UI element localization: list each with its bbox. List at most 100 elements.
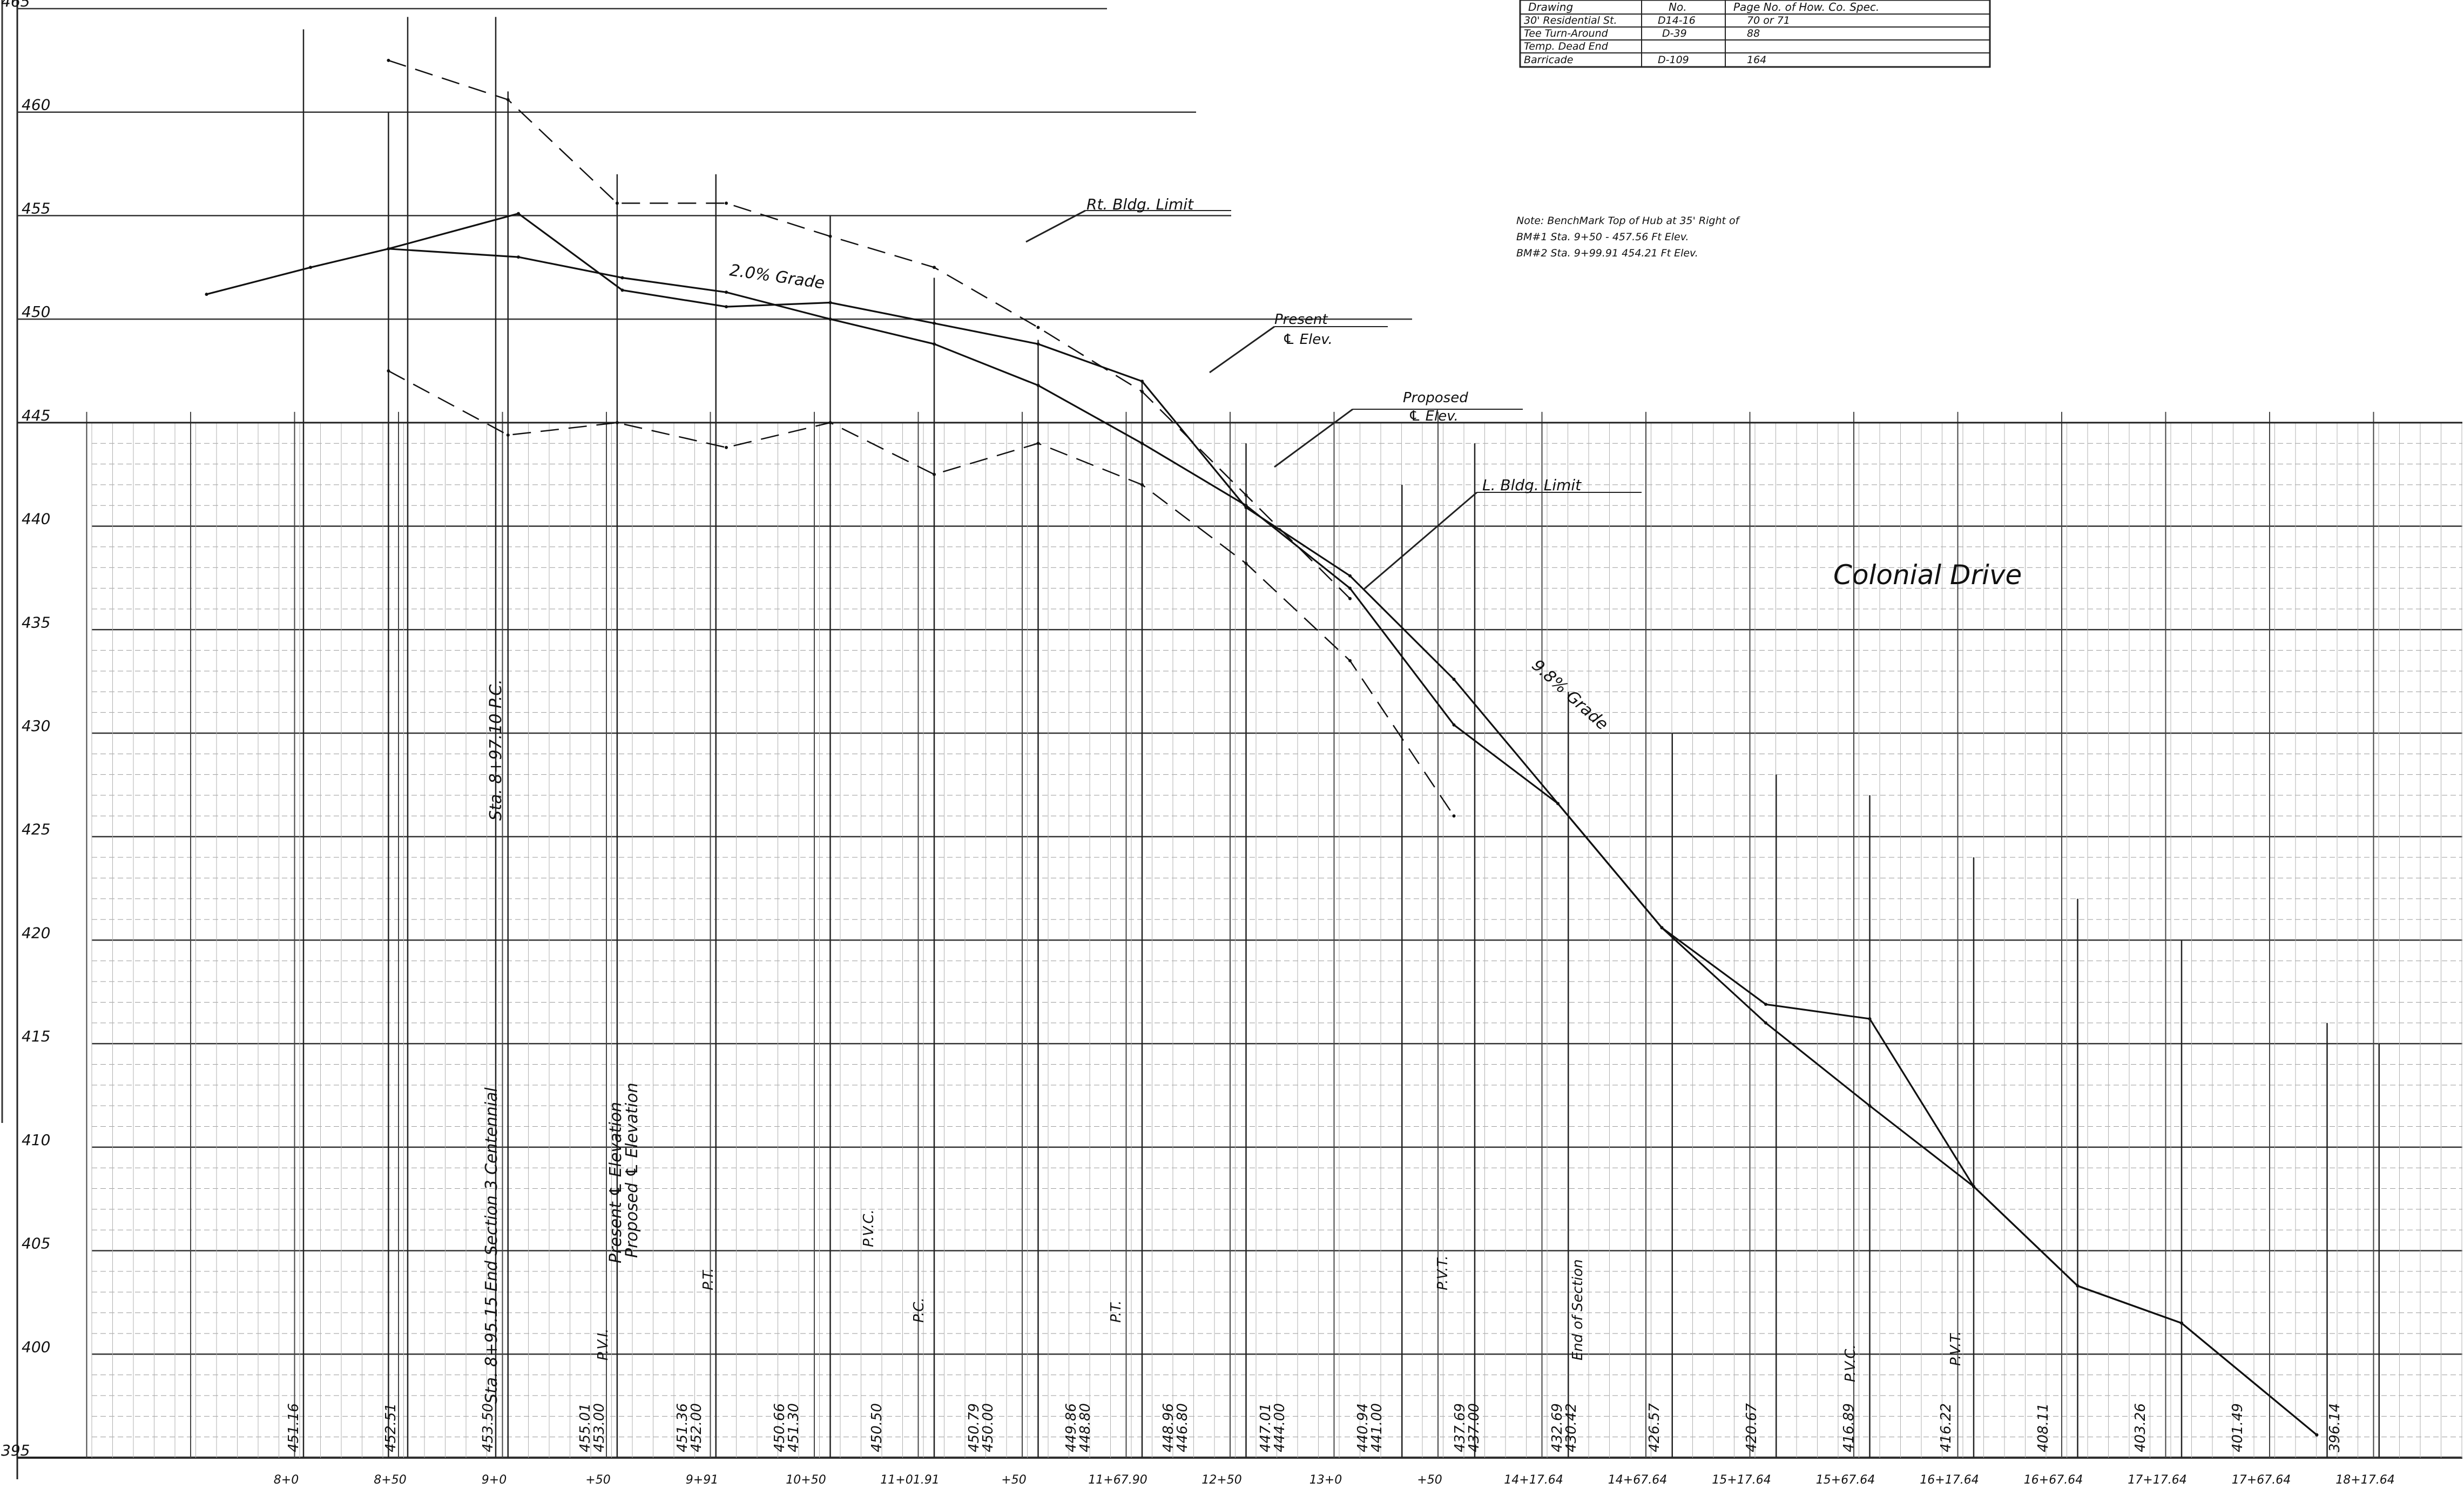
spec-row-4-no: D-109 xyxy=(1658,54,1689,66)
spec-table: Drawing No. Page No. of How. Co. Spec. 3… xyxy=(1519,0,1991,68)
present-elevation-reading: 452.51 xyxy=(383,1403,399,1452)
elevation-label: 450 xyxy=(22,303,50,321)
proposed-elevation-reading: 444.00 xyxy=(1272,1403,1288,1452)
profile-point xyxy=(725,445,728,449)
present-elevation-reading: 448.96 xyxy=(1160,1403,1177,1452)
elevation-label: 440 xyxy=(22,510,50,528)
station-label: 9+0 xyxy=(482,1473,507,1487)
present-elevation-reading: 432.69 xyxy=(1549,1403,1565,1452)
profile-point xyxy=(1140,390,1144,394)
profile-point xyxy=(1140,380,1144,383)
present-elevation-reading: 455.01 xyxy=(577,1403,593,1452)
proposed-elevation-reading: 448.80 xyxy=(1077,1403,1093,1452)
profile-point xyxy=(1348,586,1352,590)
station-label: 8+0 xyxy=(274,1473,299,1487)
present-elevation-reading: 447.01 xyxy=(1258,1403,1274,1452)
present-elev-label-2: ℄ Elev. xyxy=(1282,331,1333,348)
note-line-3: BM#2 Sta. 9+99.91 454.21 Ft Elev. xyxy=(1516,247,1698,259)
profile-point xyxy=(1764,1003,1767,1006)
present-elevation-reading: 450.79 xyxy=(966,1403,982,1452)
profile-point xyxy=(1972,1184,1975,1188)
vertical-annotation: P.V.T. xyxy=(1435,1256,1451,1291)
spec-header-drawing: Drawing xyxy=(1528,1,1573,13)
vertical-annotation: P.V.I. xyxy=(595,1329,611,1360)
building-limit-line xyxy=(388,370,1455,817)
proposed-elevation-reading: 452.00 xyxy=(688,1403,705,1452)
vertical-annotation: Sta. 8+95.15 End Section 3 Centennial xyxy=(482,1087,501,1404)
present-elevation-reading: 401.49 xyxy=(2230,1403,2246,1452)
profile-point xyxy=(933,472,936,476)
profile-point xyxy=(387,247,390,251)
profile-point xyxy=(1452,723,1456,727)
present-elevation-reading: 451.36 xyxy=(674,1403,691,1452)
station-label: 14+67.64 xyxy=(1608,1473,1667,1487)
present-elevation-reading: 450.50 xyxy=(869,1403,885,1452)
building-limit-line xyxy=(388,59,1351,599)
station-label: 12+50 xyxy=(1201,1473,1241,1487)
station-label: 16+67.64 xyxy=(2024,1473,2083,1487)
profile-grid xyxy=(86,411,2462,1459)
profile-lines xyxy=(205,58,2319,1437)
spec-row-2-no: D-39 xyxy=(1662,28,1687,39)
proposed-elevation-reading: 453.00 xyxy=(591,1403,607,1452)
profile-point xyxy=(205,293,208,296)
profile-point xyxy=(1556,802,1560,805)
callouts: Rt. Bldg. Limit 2.0% Grade Present ℄ Ele… xyxy=(728,195,2022,734)
station-label: 11+67.90 xyxy=(1088,1473,1147,1487)
proposed-elevation-reading: 446.80 xyxy=(1174,1403,1191,1452)
proposed-elevation-reading: 430.42 xyxy=(1563,1403,1579,1452)
station-axis-labels: 8+0 8+50 9+0 +50 9+91 10+50 11+01.91 +50 11+67.9… xyxy=(274,1473,2395,1487)
profile-point xyxy=(2180,1321,2183,1325)
grade-2-label: 2.0% Grade xyxy=(728,261,826,293)
profile-point xyxy=(620,276,624,280)
proposed-elevation-reading: 441.00 xyxy=(1369,1403,1385,1452)
elevation-label: 425 xyxy=(22,821,50,838)
elevation-label: 435 xyxy=(22,613,50,631)
elevation-label: 420 xyxy=(22,924,50,942)
station-label: +50 xyxy=(585,1473,610,1487)
elevation-label: 400 xyxy=(22,1338,50,1356)
profile-point xyxy=(1036,326,1040,329)
present-elevation-reading: 426.57 xyxy=(1646,1403,1663,1452)
profile-point xyxy=(506,98,510,101)
present-elevation-reading: 453.50 xyxy=(480,1403,496,1452)
profile-point xyxy=(828,421,832,424)
vertical-annotation: P.T. xyxy=(1108,1301,1124,1323)
proposed-elev-label: Proposed xyxy=(1403,390,1468,406)
profile-point xyxy=(309,266,312,269)
profile-point xyxy=(387,369,390,373)
station-label: 18+17.64 xyxy=(2335,1473,2394,1487)
station-label: 9+91 xyxy=(686,1473,718,1487)
profile-point xyxy=(1036,383,1040,387)
profile-point xyxy=(1348,574,1352,578)
profile-point xyxy=(1348,597,1352,600)
elevation-label: 460 xyxy=(22,96,50,114)
vertical-annotation: P.V.C. xyxy=(1842,1344,1859,1382)
profile-point xyxy=(387,58,390,62)
station-label: 17+67.64 xyxy=(2232,1473,2291,1487)
profile-point xyxy=(828,317,832,321)
lt-bldg-limit-label: L. Bldg. Limit xyxy=(1482,476,1582,494)
profile-point xyxy=(1764,1021,1767,1025)
spec-header-page: Page No. of How. Co. Spec. xyxy=(1733,1,1879,13)
station-label: 15+17.64 xyxy=(1712,1473,1771,1487)
profile-point xyxy=(1452,814,1456,818)
spec-row-1-drawing: 30' Residential St. xyxy=(1524,15,1617,26)
vertical-annotations: Sta. 8+95.15 End Section 3 Centennial Sta… xyxy=(482,679,1964,1404)
elevation-profile-line xyxy=(388,248,2318,1436)
station-label: 8+50 xyxy=(374,1473,406,1487)
spec-row-4-drawing: Barricade xyxy=(1524,54,1573,66)
profile-point xyxy=(933,321,936,325)
profile-point xyxy=(725,290,728,294)
spec-row-1-page: 70 or 71 xyxy=(1747,15,1790,26)
spec-header-no: No. xyxy=(1669,1,1687,13)
profile-point xyxy=(1348,659,1352,662)
profile-point xyxy=(828,301,832,304)
station-label: 17+17.64 xyxy=(2128,1473,2186,1487)
profile-point xyxy=(1036,442,1040,445)
present-elevation-reading: 449.86 xyxy=(1063,1403,1079,1452)
spec-row-2-drawing: Tee Turn-Around xyxy=(1524,28,1609,39)
profile-point xyxy=(1140,442,1144,445)
